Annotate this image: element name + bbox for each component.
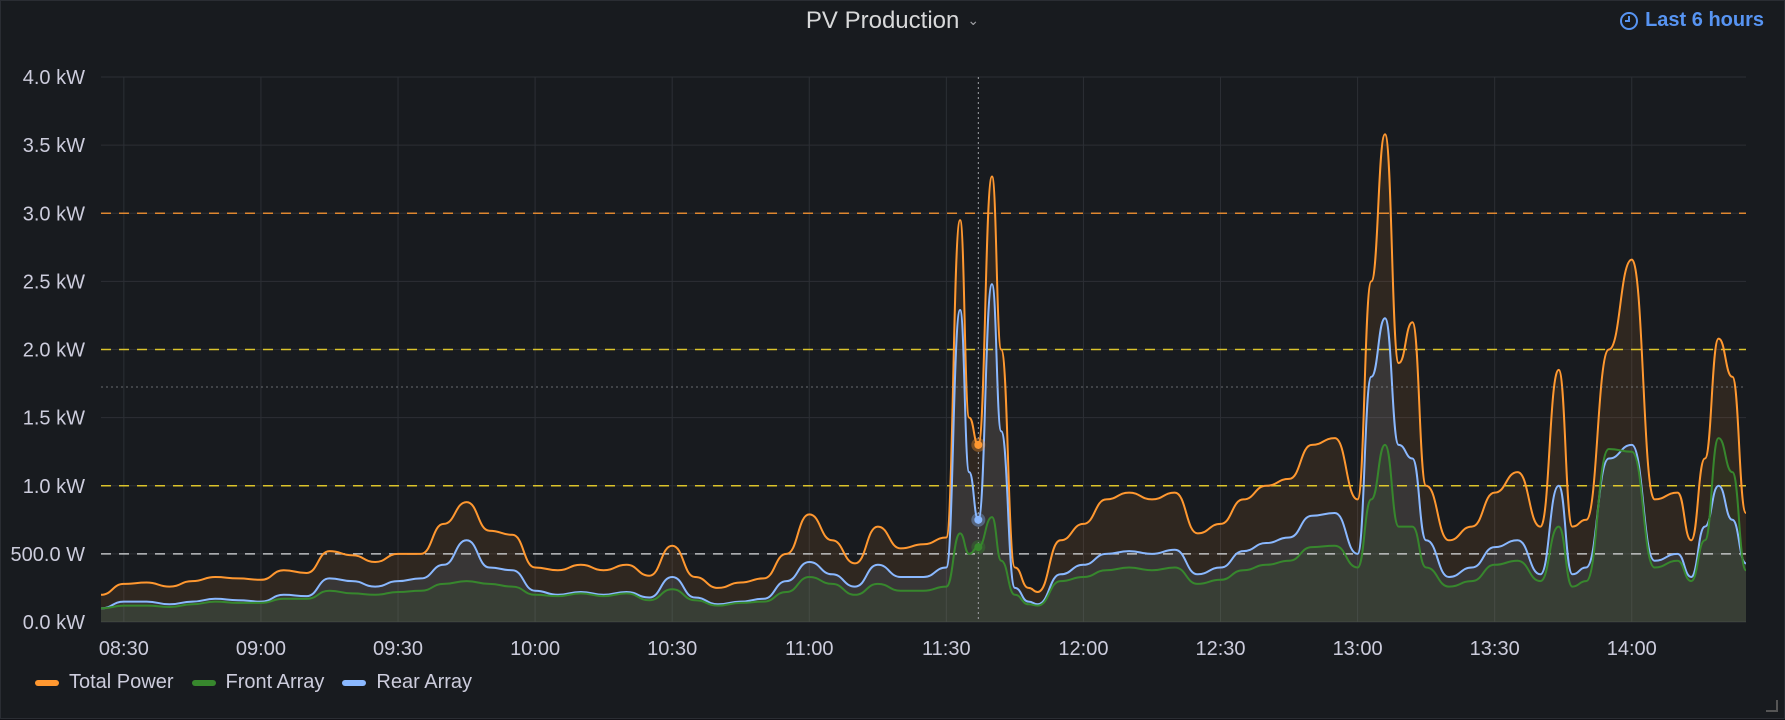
y-tick-label: 4.0 kW <box>23 67 85 89</box>
time-range-label: Last 6 hours <box>1645 9 1764 31</box>
area-rear-array <box>101 284 1746 622</box>
line-front-array <box>100 437 1747 610</box>
legend-swatch-front-array <box>191 679 216 686</box>
y-tick-label: 2.0 kW <box>23 340 85 362</box>
time-range-picker[interactable]: Last 6 hours <box>1619 9 1764 32</box>
legend-item-front-array[interactable]: Front Array <box>191 671 325 694</box>
legend-label-total-power: Total Power <box>69 671 174 693</box>
hover-point-total-power <box>974 440 983 449</box>
y-tick-label: 3.0 kW <box>23 203 85 225</box>
hover-point-front-array <box>974 543 983 552</box>
legend-item-total-power[interactable]: Total Power <box>35 671 174 694</box>
x-tick-label: 13:00 <box>1333 638 1383 660</box>
x-tick-label: 12:30 <box>1195 638 1245 660</box>
y-tick-label: 0.0 kW <box>23 612 85 634</box>
line-rear-array <box>100 283 1747 610</box>
area-total-power <box>101 134 1746 622</box>
line-total-power <box>100 133 1747 596</box>
x-tick-label: 11:30 <box>922 638 971 660</box>
y-tick-label: 1.5 kW <box>23 408 85 430</box>
legend-item-rear-array[interactable]: Rear Array <box>342 671 472 694</box>
hover-point-rear-array <box>974 515 983 524</box>
legend-swatch-total-power <box>35 679 59 686</box>
area-front-array <box>101 438 1746 622</box>
resize-handle[interactable] <box>1766 700 1778 712</box>
x-tick-label: 09:00 <box>236 638 286 660</box>
x-tick-label: 12:00 <box>1058 638 1108 660</box>
legend-swatch-rear-array <box>342 679 367 686</box>
panel-title[interactable]: PV Production ⌄ <box>1 7 1784 35</box>
y-tick-label: 2.5 kW <box>23 271 85 293</box>
y-tick-label: 500.0 W <box>11 544 86 566</box>
clock-icon <box>1620 11 1639 30</box>
legend: Total Power Front Array Rear Array <box>35 671 472 694</box>
x-tick-label: 14:00 <box>1607 638 1657 660</box>
legend-label-front-array: Front Array <box>225 671 325 693</box>
x-tick-label: 10:00 <box>510 638 560 660</box>
y-tick-label: 3.5 kW <box>23 135 85 157</box>
legend-label-rear-array: Rear Array <box>376 671 473 693</box>
x-tick-label: 09:30 <box>373 638 423 660</box>
y-tick-label: 1.0 kW <box>23 476 85 498</box>
x-tick-label: 08:30 <box>99 638 149 660</box>
panel-title-text: PV Production <box>805 7 960 34</box>
x-tick-label: 10:30 <box>647 638 697 660</box>
x-tick-label: 13:30 <box>1470 638 1520 660</box>
x-tick-label: 11:00 <box>785 638 834 660</box>
chevron-down-icon[interactable]: ⌄ <box>967 12 980 28</box>
